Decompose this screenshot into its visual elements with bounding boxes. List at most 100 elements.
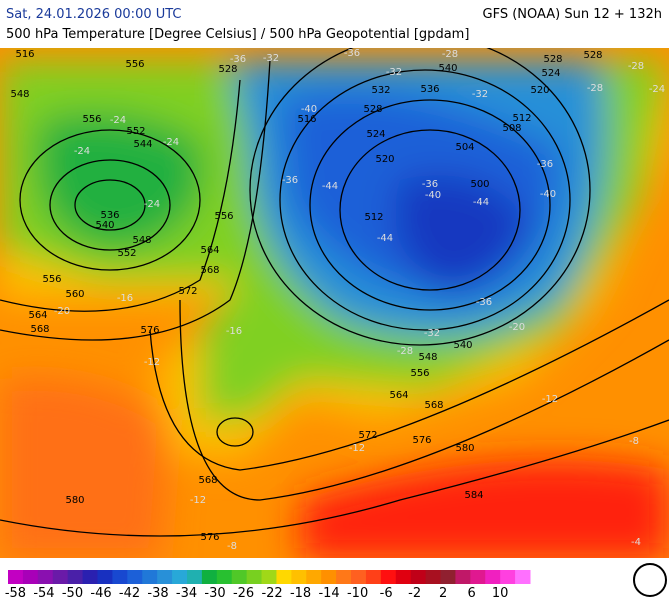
geopotential-label: 576 (412, 435, 431, 446)
colorbar-swatch (395, 570, 412, 584)
colorbar-swatch (485, 570, 501, 584)
geopotential-label: 520 (530, 85, 549, 96)
geopotential-label: 532 (371, 85, 390, 96)
colorbar-swatch (112, 570, 128, 584)
geopotential-label: 540 (438, 63, 457, 74)
colorbar-label: -6 (380, 586, 393, 600)
colorbar-label: -46 (90, 586, 111, 600)
temperature-label: -36 (537, 159, 553, 170)
model: GFS (NOAA) Sun 12 + 132h (483, 7, 662, 22)
geopotential-label: 536 (100, 210, 119, 221)
geopotential-label: 548 (10, 89, 29, 100)
geopotential-label: 528 (583, 50, 602, 61)
geopotential-label: 528 (543, 54, 562, 65)
temperature-label: -32 (472, 89, 488, 100)
colorbar-swatch (246, 570, 263, 584)
temperature-label: -8 (227, 541, 237, 552)
geopotential-label: 556 (82, 114, 101, 125)
geopotential-label: 572 (358, 430, 377, 441)
geopotential-label: 568 (200, 265, 219, 276)
temperature-label: -36 (230, 54, 246, 65)
geopotential-label: 576 (140, 325, 159, 336)
temperature-label: -44 (473, 197, 489, 208)
temperature-label: -36 (282, 175, 298, 186)
colorbar-label: -30 (204, 586, 225, 600)
geopotential-label: 584 (464, 490, 483, 501)
geopotential-label: 572 (178, 286, 197, 297)
geopotential-label: 540 (453, 340, 472, 351)
colorbar-swatch (261, 570, 277, 584)
temperature-label: -12 (542, 394, 558, 405)
geopotential-label: 548 (132, 235, 151, 246)
colorbar-swatch (321, 570, 337, 584)
temperature-label: -40 (540, 189, 556, 200)
temperature-label: -24 (144, 199, 160, 210)
geopotential-label: 500 (470, 179, 489, 190)
colorbar-swatch (216, 570, 233, 584)
temperature-label: -40 (425, 190, 441, 201)
colorbar-swatch (22, 570, 39, 584)
colorbar-label: -54 (33, 586, 54, 600)
geopotential-label: 568 (424, 400, 443, 411)
colorbar-swatch (172, 570, 188, 584)
colorbar-label: -50 (62, 586, 83, 600)
colorbar-label: -34 (176, 586, 197, 600)
colorbar-label: -14 (318, 586, 339, 600)
geopotential-label: 564 (200, 245, 219, 256)
geopotential-label: 540 (95, 220, 114, 231)
geopotential-label: 556 (42, 274, 61, 285)
temperature-label: -12 (190, 495, 206, 506)
colorbar-swatch (306, 570, 322, 584)
colorbar-swatch (425, 570, 442, 584)
colorbar-label: -22 (261, 586, 282, 600)
geopotential-label: 524 (541, 68, 560, 79)
colorbar-label: 2 (439, 586, 447, 600)
temperature-label: -24 (110, 115, 126, 126)
geopotential-label: 544 (133, 139, 152, 150)
geopotential-label: 528 (363, 104, 382, 115)
colorbar-swatch (142, 570, 158, 584)
temperature-label: -28 (587, 83, 603, 94)
geopotential-label: 552 (117, 248, 136, 259)
colorbar-swatch (380, 570, 397, 584)
colorbar-swatch (515, 570, 531, 584)
colorbar-swatch (500, 570, 516, 584)
geopotential-label: 580 (65, 495, 84, 506)
colorbar-swatch (231, 570, 248, 584)
geopotential-label: 556 (214, 211, 233, 222)
colorbar-swatch (440, 570, 456, 584)
temperature-label: -44 (322, 181, 338, 192)
temperature-label: -32 (386, 67, 402, 78)
geopotential-label: 552 (126, 126, 145, 137)
geopotential-label: 516 (297, 114, 316, 125)
temperature-label: -16 (117, 293, 133, 304)
temperature-label: -12 (144, 357, 160, 368)
geopotential-label: 580 (455, 443, 474, 454)
geopotential-label: 512 (512, 113, 531, 124)
date: Sat, 24.01.2026 00:00 UTC (6, 7, 182, 22)
geopotential-label: 508 (502, 123, 521, 134)
subtitle: 500 hPa Temperature [Degree Celsius] / 5… (6, 27, 469, 42)
temperature-label: -36 (476, 297, 492, 308)
colorbar-swatch (52, 570, 69, 584)
temperature-label: -24 (649, 84, 665, 95)
geopotential-label: 564 (389, 390, 408, 401)
colorbar-swatch (365, 570, 382, 584)
colorbar-swatch (97, 570, 113, 584)
colorbar-swatch (186, 570, 203, 584)
temperature-label: -16 (226, 326, 242, 337)
colorbar-swatch (127, 570, 143, 584)
logo (633, 563, 667, 597)
temperature-label: -24 (74, 146, 90, 157)
colorbar-swatch (82, 570, 98, 584)
colorbar-swatch (37, 570, 54, 584)
geopotential-label: 536 (420, 84, 439, 95)
colorbar-label: -26 (233, 586, 254, 600)
geopotential-label: 528 (218, 64, 237, 75)
colorbar-label: -10 (347, 586, 368, 600)
colorbar-swatch (410, 570, 427, 584)
temperature-label: -20 (509, 322, 525, 333)
temperature-label: -28 (442, 49, 458, 60)
temperature-label: -8 (629, 436, 639, 447)
geopotential-label: 568 (30, 324, 49, 335)
